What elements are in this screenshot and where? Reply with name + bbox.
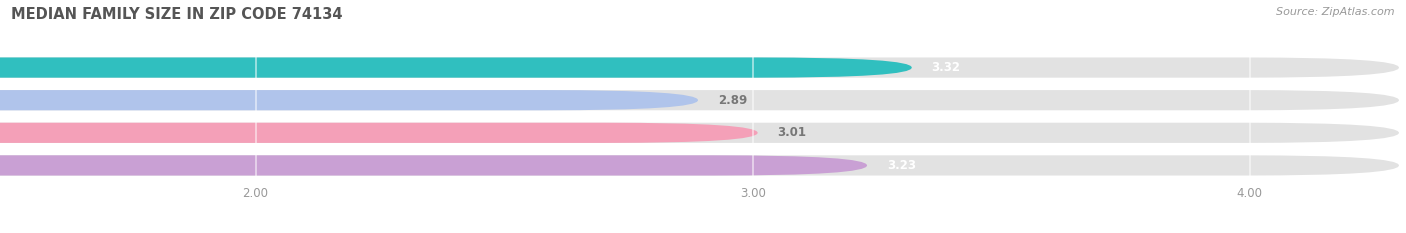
Text: 3.23: 3.23 [887,159,915,172]
FancyBboxPatch shape [0,90,1399,110]
FancyBboxPatch shape [0,123,1399,143]
Text: 2.89: 2.89 [718,94,747,107]
FancyBboxPatch shape [0,90,697,110]
Text: 3.32: 3.32 [932,61,960,74]
FancyBboxPatch shape [0,58,912,78]
Text: Source: ZipAtlas.com: Source: ZipAtlas.com [1277,7,1395,17]
Text: 3.01: 3.01 [778,126,807,139]
FancyBboxPatch shape [0,155,1399,175]
FancyBboxPatch shape [0,155,868,175]
FancyBboxPatch shape [0,58,1399,78]
FancyBboxPatch shape [0,123,758,143]
Text: MEDIAN FAMILY SIZE IN ZIP CODE 74134: MEDIAN FAMILY SIZE IN ZIP CODE 74134 [11,7,343,22]
